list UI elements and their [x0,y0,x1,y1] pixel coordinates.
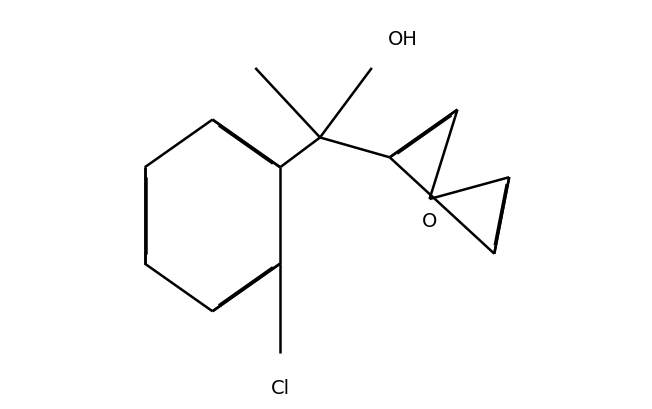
Text: Cl: Cl [271,378,289,397]
Text: OH: OH [388,29,418,49]
Text: O: O [422,212,437,231]
